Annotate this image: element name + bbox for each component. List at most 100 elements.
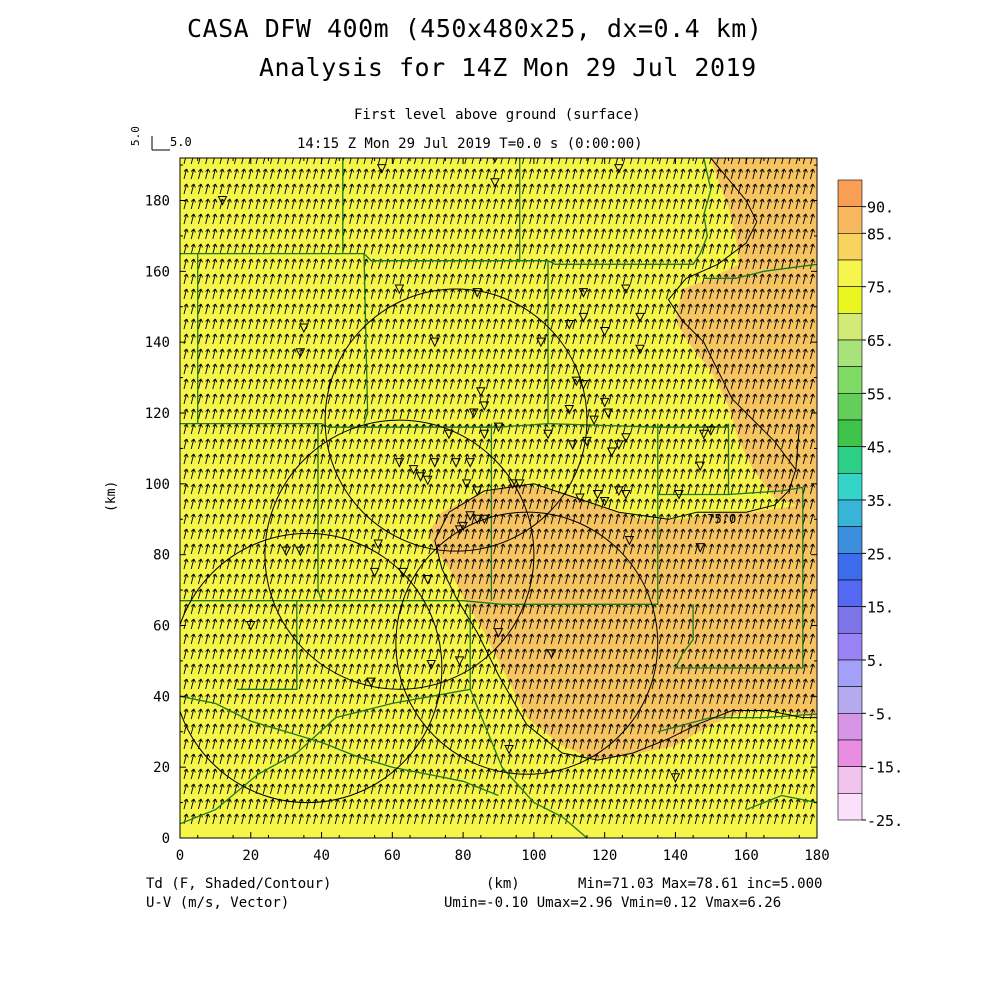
wind-vector	[197, 438, 204, 450]
wind-vector	[349, 663, 355, 675]
wind-vector	[284, 333, 290, 345]
wind-vector	[241, 768, 247, 780]
wind-vector	[313, 618, 319, 630]
wind-vector	[457, 618, 463, 630]
wind-vector	[313, 158, 316, 165]
wind-vector	[442, 158, 446, 165]
wind-vector	[277, 573, 283, 585]
wind-vector	[435, 798, 441, 810]
wind-vector	[449, 303, 456, 315]
wind-vector	[399, 663, 405, 675]
wind-vector	[284, 558, 290, 570]
wind-vector	[349, 558, 355, 570]
wind-vector	[457, 378, 463, 390]
wind-vector	[442, 303, 448, 315]
wind-vector	[219, 348, 225, 360]
wind-vector	[212, 303, 218, 315]
wind-vector	[298, 483, 304, 495]
wind-vector	[392, 528, 398, 540]
wind-vector	[442, 393, 448, 405]
wind-vector	[406, 378, 412, 390]
wind-vector	[255, 798, 261, 810]
wind-vector	[413, 198, 420, 210]
wind-vector	[226, 528, 232, 540]
wind-vector	[327, 333, 333, 345]
wind-vector	[248, 468, 254, 480]
wind-vector	[392, 483, 398, 495]
wind-vector	[197, 273, 204, 285]
wind-vector	[435, 228, 441, 240]
wind-vector	[183, 543, 189, 555]
wind-vector	[277, 453, 283, 465]
wind-vector	[241, 753, 247, 765]
wind-vector	[327, 183, 333, 195]
wind-vector	[349, 453, 355, 465]
wind-vector	[197, 288, 204, 300]
wind-vector	[421, 348, 427, 360]
wind-vector	[298, 423, 304, 435]
wind-vector	[349, 528, 355, 540]
wind-vector	[226, 318, 232, 330]
wind-vector	[233, 498, 240, 510]
wind-vector	[183, 708, 189, 720]
wind-vector	[341, 303, 348, 315]
wind-vector	[334, 618, 340, 630]
wind-vector	[413, 438, 420, 450]
wind-vector	[197, 258, 204, 270]
wind-vector	[413, 753, 420, 765]
wind-vector	[212, 273, 218, 285]
wind-vector	[277, 213, 283, 225]
wind-vector	[399, 468, 405, 480]
wind-vector	[241, 408, 247, 420]
y-tick-label: 120	[145, 406, 170, 422]
wind-vector	[356, 723, 362, 735]
wind-vector	[248, 333, 254, 345]
wind-vector	[219, 708, 225, 720]
wind-vector	[313, 318, 319, 330]
wind-vector	[413, 783, 420, 795]
wind-vector	[212, 738, 218, 750]
wind-vector	[313, 243, 319, 255]
wind-vector	[370, 168, 376, 180]
wind-vector	[305, 348, 312, 360]
x-tick-label: 20	[242, 848, 259, 864]
wind-vector	[291, 483, 297, 495]
wind-vector	[205, 348, 211, 360]
wind-vector	[277, 363, 283, 375]
wind-vector	[255, 618, 261, 630]
wind-vector	[313, 273, 319, 285]
wind-vector	[363, 528, 369, 540]
wind-vector	[248, 258, 254, 270]
wind-vector	[226, 483, 232, 495]
wind-vector	[233, 813, 240, 825]
wind-vector	[320, 243, 326, 255]
wind-vector	[241, 258, 247, 270]
wind-vector	[377, 198, 384, 210]
wind-vector	[284, 168, 290, 180]
wind-vector	[442, 723, 448, 735]
wind-vector	[205, 798, 211, 810]
wind-vector	[212, 768, 218, 780]
wind-vector	[305, 528, 312, 540]
wind-vector	[385, 693, 391, 705]
wind-vector	[313, 708, 319, 720]
wind-vector	[190, 603, 196, 615]
wind-vector	[385, 408, 391, 420]
wind-vector	[313, 723, 319, 735]
wind-vector	[197, 603, 204, 615]
wind-vector	[449, 648, 456, 660]
wind-vector	[392, 183, 398, 195]
wind-vector	[428, 708, 434, 720]
wind-vector	[449, 158, 453, 165]
wind-vector	[435, 603, 441, 615]
wind-vector	[320, 588, 326, 600]
wind-vector	[226, 648, 232, 660]
wind-vector	[399, 438, 405, 450]
wind-vector	[219, 183, 225, 195]
wind-vector	[385, 708, 391, 720]
colorbar-swatch	[837, 206, 863, 234]
wind-vector	[255, 498, 261, 510]
wind-vector	[377, 363, 384, 375]
wind-vector	[377, 753, 384, 765]
wind-vector	[205, 513, 211, 525]
